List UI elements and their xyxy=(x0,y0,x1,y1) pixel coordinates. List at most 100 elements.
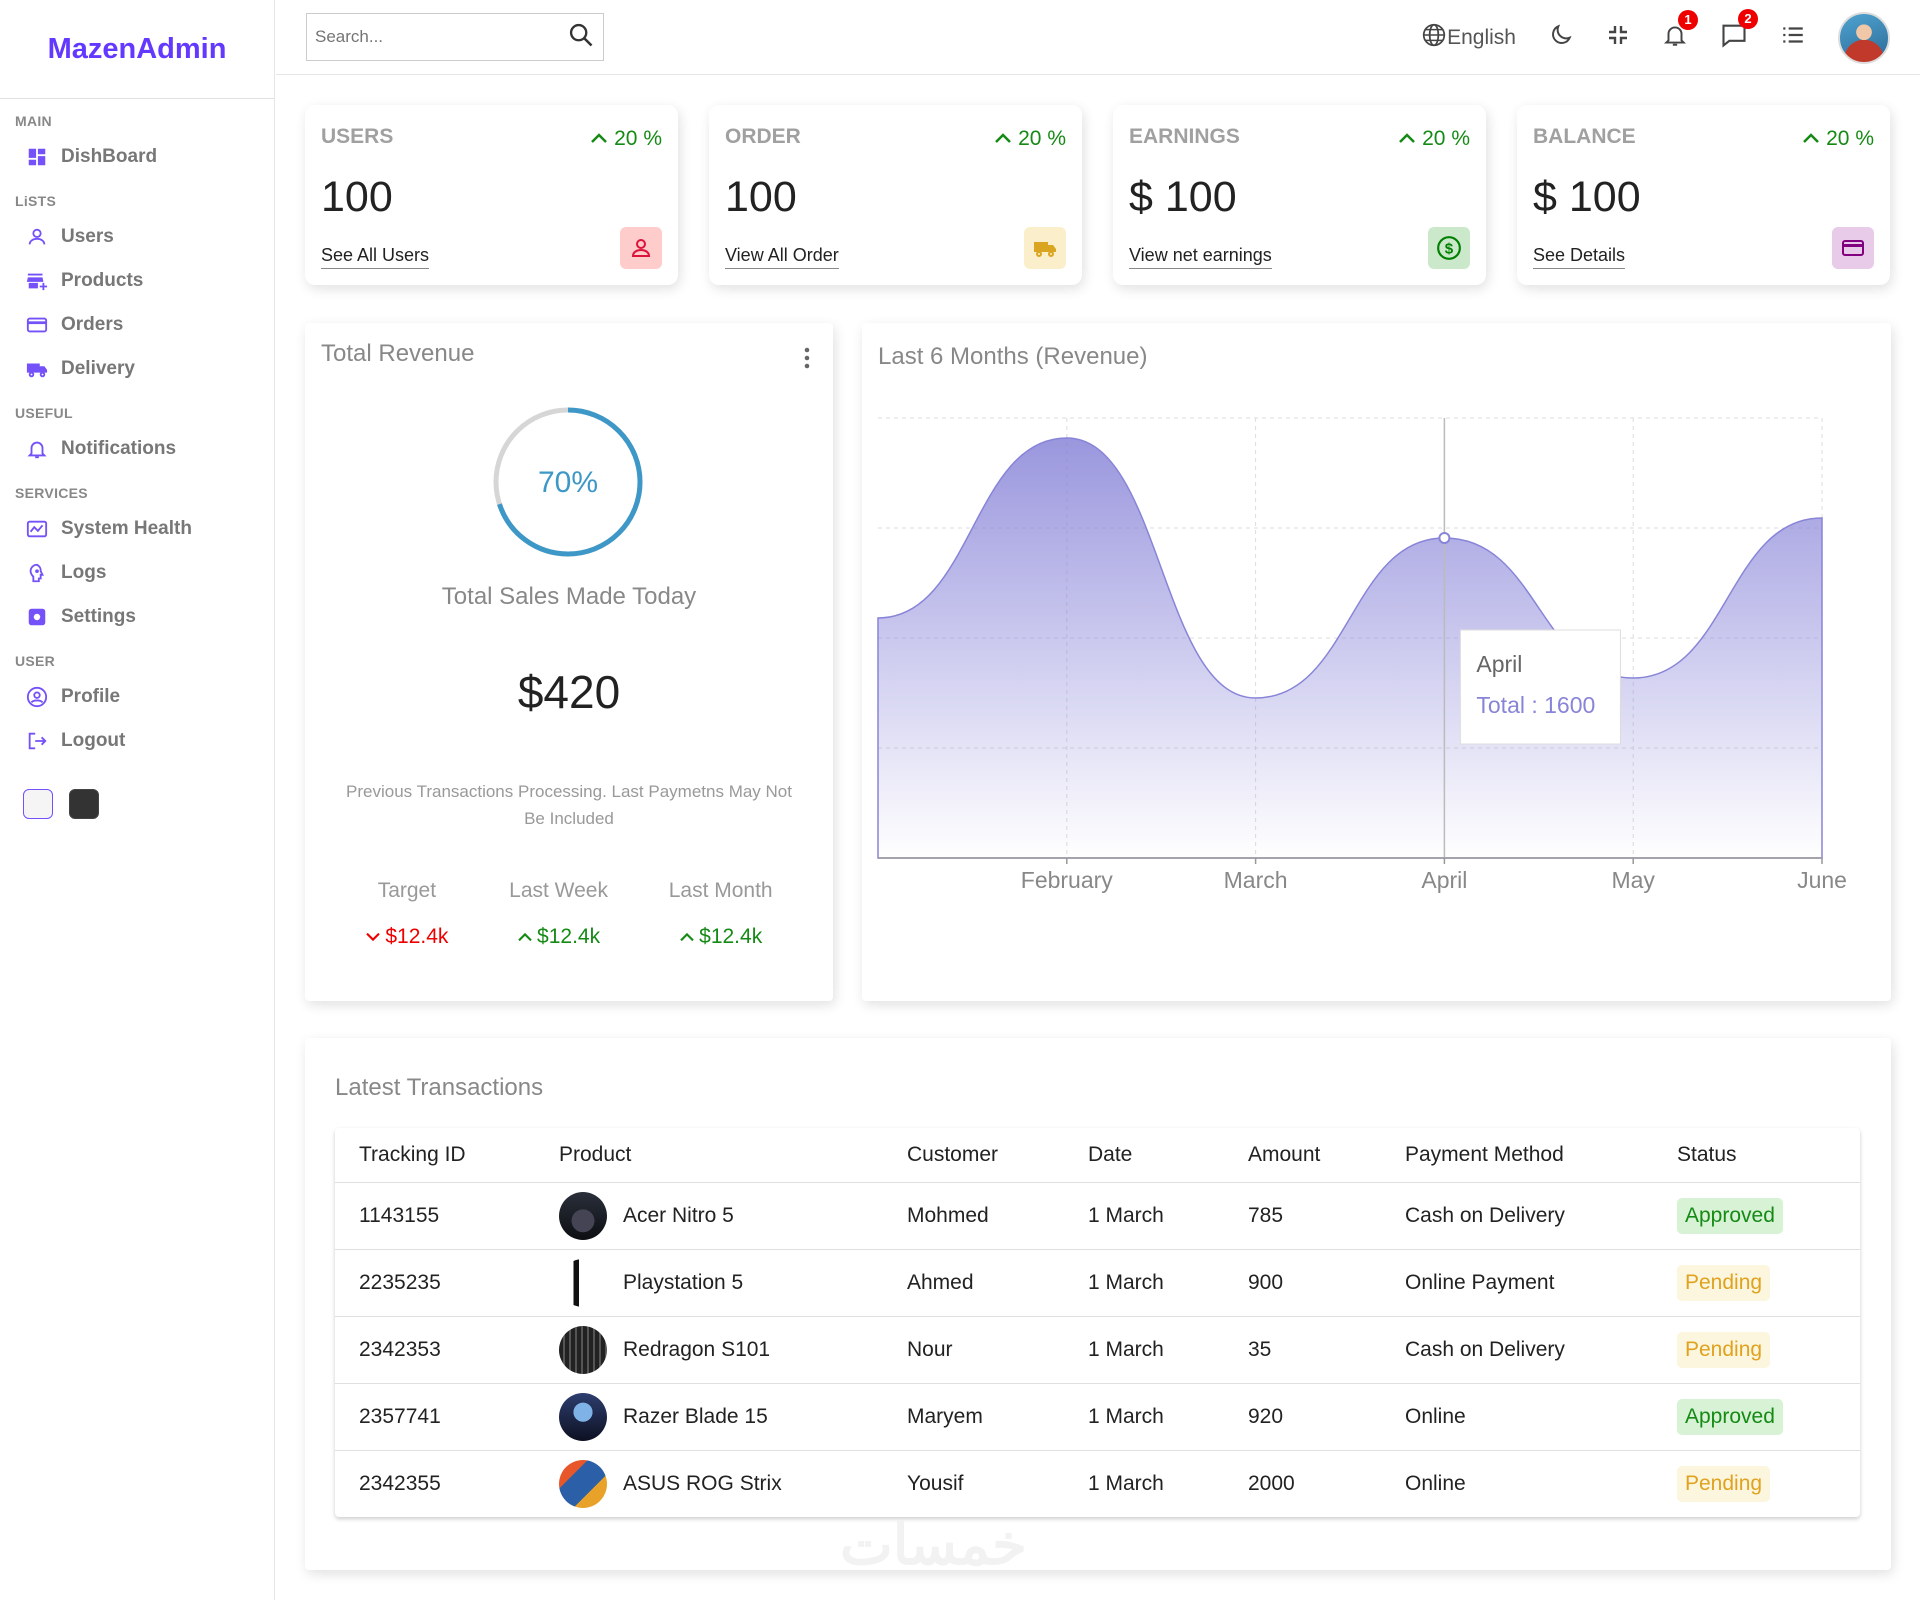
search-icon[interactable] xyxy=(567,21,595,54)
sidebar-item-label: Orders xyxy=(61,314,124,335)
summary-title: Target xyxy=(377,879,437,902)
sidebar-item-label: Delivery xyxy=(61,358,135,379)
table-row[interactable]: 2342353 Redragon S101 Nour 1 March 35 Ca… xyxy=(335,1316,1860,1384)
cell-tracking-id: 2342353 xyxy=(335,1316,535,1384)
status-badge: Pending xyxy=(1677,1465,1771,1502)
language-selector[interactable]: English xyxy=(1421,22,1516,54)
see-details-link[interactable]: See Details xyxy=(1533,245,1626,269)
chevron-down-icon xyxy=(365,925,381,949)
globe-icon xyxy=(1421,22,1447,54)
featured-total-revenue: Total Revenue 70% Total Sales Made Today… xyxy=(305,323,833,1001)
see-all-users-link[interactable]: See All Users xyxy=(321,245,430,269)
summary-item-last-month: Last Month $12.4k xyxy=(669,879,773,949)
summary-item-last-week: Last Week $12.4k xyxy=(509,879,608,949)
user-avatar-button[interactable] xyxy=(1838,11,1890,64)
view-net-earnings-link[interactable]: View net earnings xyxy=(1129,245,1272,269)
percent-value: 20 % xyxy=(1422,127,1470,150)
chevron-up-icon xyxy=(1802,127,1820,151)
notifications-button[interactable]: 1 xyxy=(1662,9,1698,54)
sidebar-item-logs[interactable]: Logs xyxy=(15,551,274,595)
view-all-order-link[interactable]: View All Order xyxy=(725,245,839,269)
x-axis-tick-label: February xyxy=(1021,867,1114,893)
sidebar-item-label: DishBoard xyxy=(61,146,158,167)
dark-theme-button[interactable] xyxy=(69,789,99,819)
summary-value: $12.4k xyxy=(669,925,773,949)
cell-amount: 785 xyxy=(1224,1182,1381,1250)
fullscreen-exit-toggle[interactable] xyxy=(1606,23,1630,53)
watermark-logo: خمسات xyxy=(840,1513,1027,1576)
messages-button[interactable]: 2 xyxy=(1720,8,1758,55)
store-icon xyxy=(25,269,49,293)
theme-switcher xyxy=(0,789,274,819)
light-theme-button[interactable] xyxy=(23,789,53,819)
health-icon xyxy=(25,517,49,541)
summary-amount: $12.4k xyxy=(385,925,449,948)
header-status: Status xyxy=(1653,1128,1860,1183)
wallet-icon xyxy=(1832,227,1874,269)
section-title-services: SERVICES xyxy=(15,485,88,501)
sidebar-section-user: USER Profile Logout xyxy=(0,653,274,763)
widget-percentage: 20 % xyxy=(590,127,662,151)
sidebar-item-users[interactable]: Users xyxy=(15,215,274,259)
brand-name[interactable]: MazenAdmin xyxy=(47,32,227,65)
cell-date: 1 March xyxy=(1088,1471,1164,1495)
sidebar: MazenAdmin MAIN DishBoard LiSTS Users Pr… xyxy=(0,0,275,1600)
psychology-icon xyxy=(25,561,49,585)
summary-value: $12.4k xyxy=(509,925,608,949)
percent-value: 20 % xyxy=(1018,127,1066,150)
widget-title: ORDER xyxy=(725,125,801,148)
tooltip-value: Total : 1600 xyxy=(1476,692,1595,718)
cell-status: Pending xyxy=(1653,1316,1860,1384)
credit-card-icon xyxy=(25,313,49,337)
search-input[interactable] xyxy=(315,27,567,47)
cell-date: 1 March xyxy=(1064,1249,1224,1317)
dashboard-icon xyxy=(25,145,49,169)
sidebar-item-settings[interactable]: Settings xyxy=(15,595,274,639)
transactions-table-container: Tracking ID Product Customer Date Amount… xyxy=(335,1128,1860,1517)
sidebar-item-profile[interactable]: Profile xyxy=(15,675,274,719)
table-row[interactable]: 2235235 Playstation 5 Ahmed 1 March 900 … xyxy=(335,1249,1860,1317)
sidebar-section-lists: LiSTS Users Products Orders Delivery xyxy=(0,193,274,391)
widget-percentage: 20 % xyxy=(994,127,1066,151)
more-vert-icon[interactable] xyxy=(803,347,811,374)
cell-date: 1 March xyxy=(1064,1383,1224,1451)
cell-tracking-id: 2342355 xyxy=(359,1471,441,1495)
sidebar-item-label: Notifications xyxy=(61,438,177,459)
sidebar-item-logout[interactable]: Logout xyxy=(15,719,274,763)
list-icon xyxy=(1780,22,1806,54)
featured-description-wrap: Previous Transactions Processing. Last P… xyxy=(305,778,833,832)
sidebar-item-orders[interactable]: Orders xyxy=(15,303,274,347)
cell-payment-method: Online xyxy=(1405,1471,1466,1495)
x-axis-tick-label: April xyxy=(1421,867,1467,893)
table-row[interactable]: 2357741 Razer Blade 15 Maryem 1 March 92… xyxy=(335,1383,1860,1451)
sidebar-item-dashboard[interactable]: DishBoard xyxy=(15,135,274,179)
cell-tracking-id: 2235235 xyxy=(335,1249,535,1317)
dark-mode-toggle[interactable] xyxy=(1548,22,1574,54)
logo[interactable]: MazenAdmin xyxy=(0,0,274,99)
sidebar-item-products[interactable]: Products xyxy=(15,259,274,303)
sidebar-section-main: MAIN DishBoard xyxy=(0,113,274,179)
sidebar-item-system-health[interactable]: System Health xyxy=(15,507,274,551)
widget-title: EARNINGS xyxy=(1129,125,1240,148)
table-row[interactable]: 2342355 ASUS ROG Strix Yousif 1 March 20… xyxy=(335,1450,1860,1517)
active-data-point[interactable] xyxy=(1438,532,1451,544)
person-icon xyxy=(620,227,662,269)
sidebar-item-delivery[interactable]: Delivery xyxy=(15,347,274,391)
table-row[interactable]: 1143155 Acer Nitro 5 Mohmed 1 March 785 … xyxy=(335,1182,1860,1250)
sidebar-item-label: System Health xyxy=(61,518,192,539)
navbar-items: English 1 2 xyxy=(1421,0,1890,75)
product-image xyxy=(559,1191,607,1240)
cell-product: Playstation 5 xyxy=(535,1249,883,1317)
list-menu-button[interactable] xyxy=(1780,22,1806,54)
cell-tracking-id: 2357741 xyxy=(335,1383,535,1451)
featured-title: Total Revenue xyxy=(321,340,475,367)
summary-amount: $12.4k xyxy=(537,925,601,948)
summary-amount: $12.4k xyxy=(699,925,763,948)
status-badge: Approved xyxy=(1677,1197,1783,1234)
truck-icon xyxy=(1024,227,1066,269)
cell-amount: 900 xyxy=(1224,1249,1381,1317)
cell-customer: Maryem xyxy=(883,1383,1064,1451)
section-title-lists: LiSTS xyxy=(15,193,57,209)
status-badge: Pending xyxy=(1677,1264,1771,1301)
sidebar-item-notifications[interactable]: Notifications xyxy=(15,427,274,471)
